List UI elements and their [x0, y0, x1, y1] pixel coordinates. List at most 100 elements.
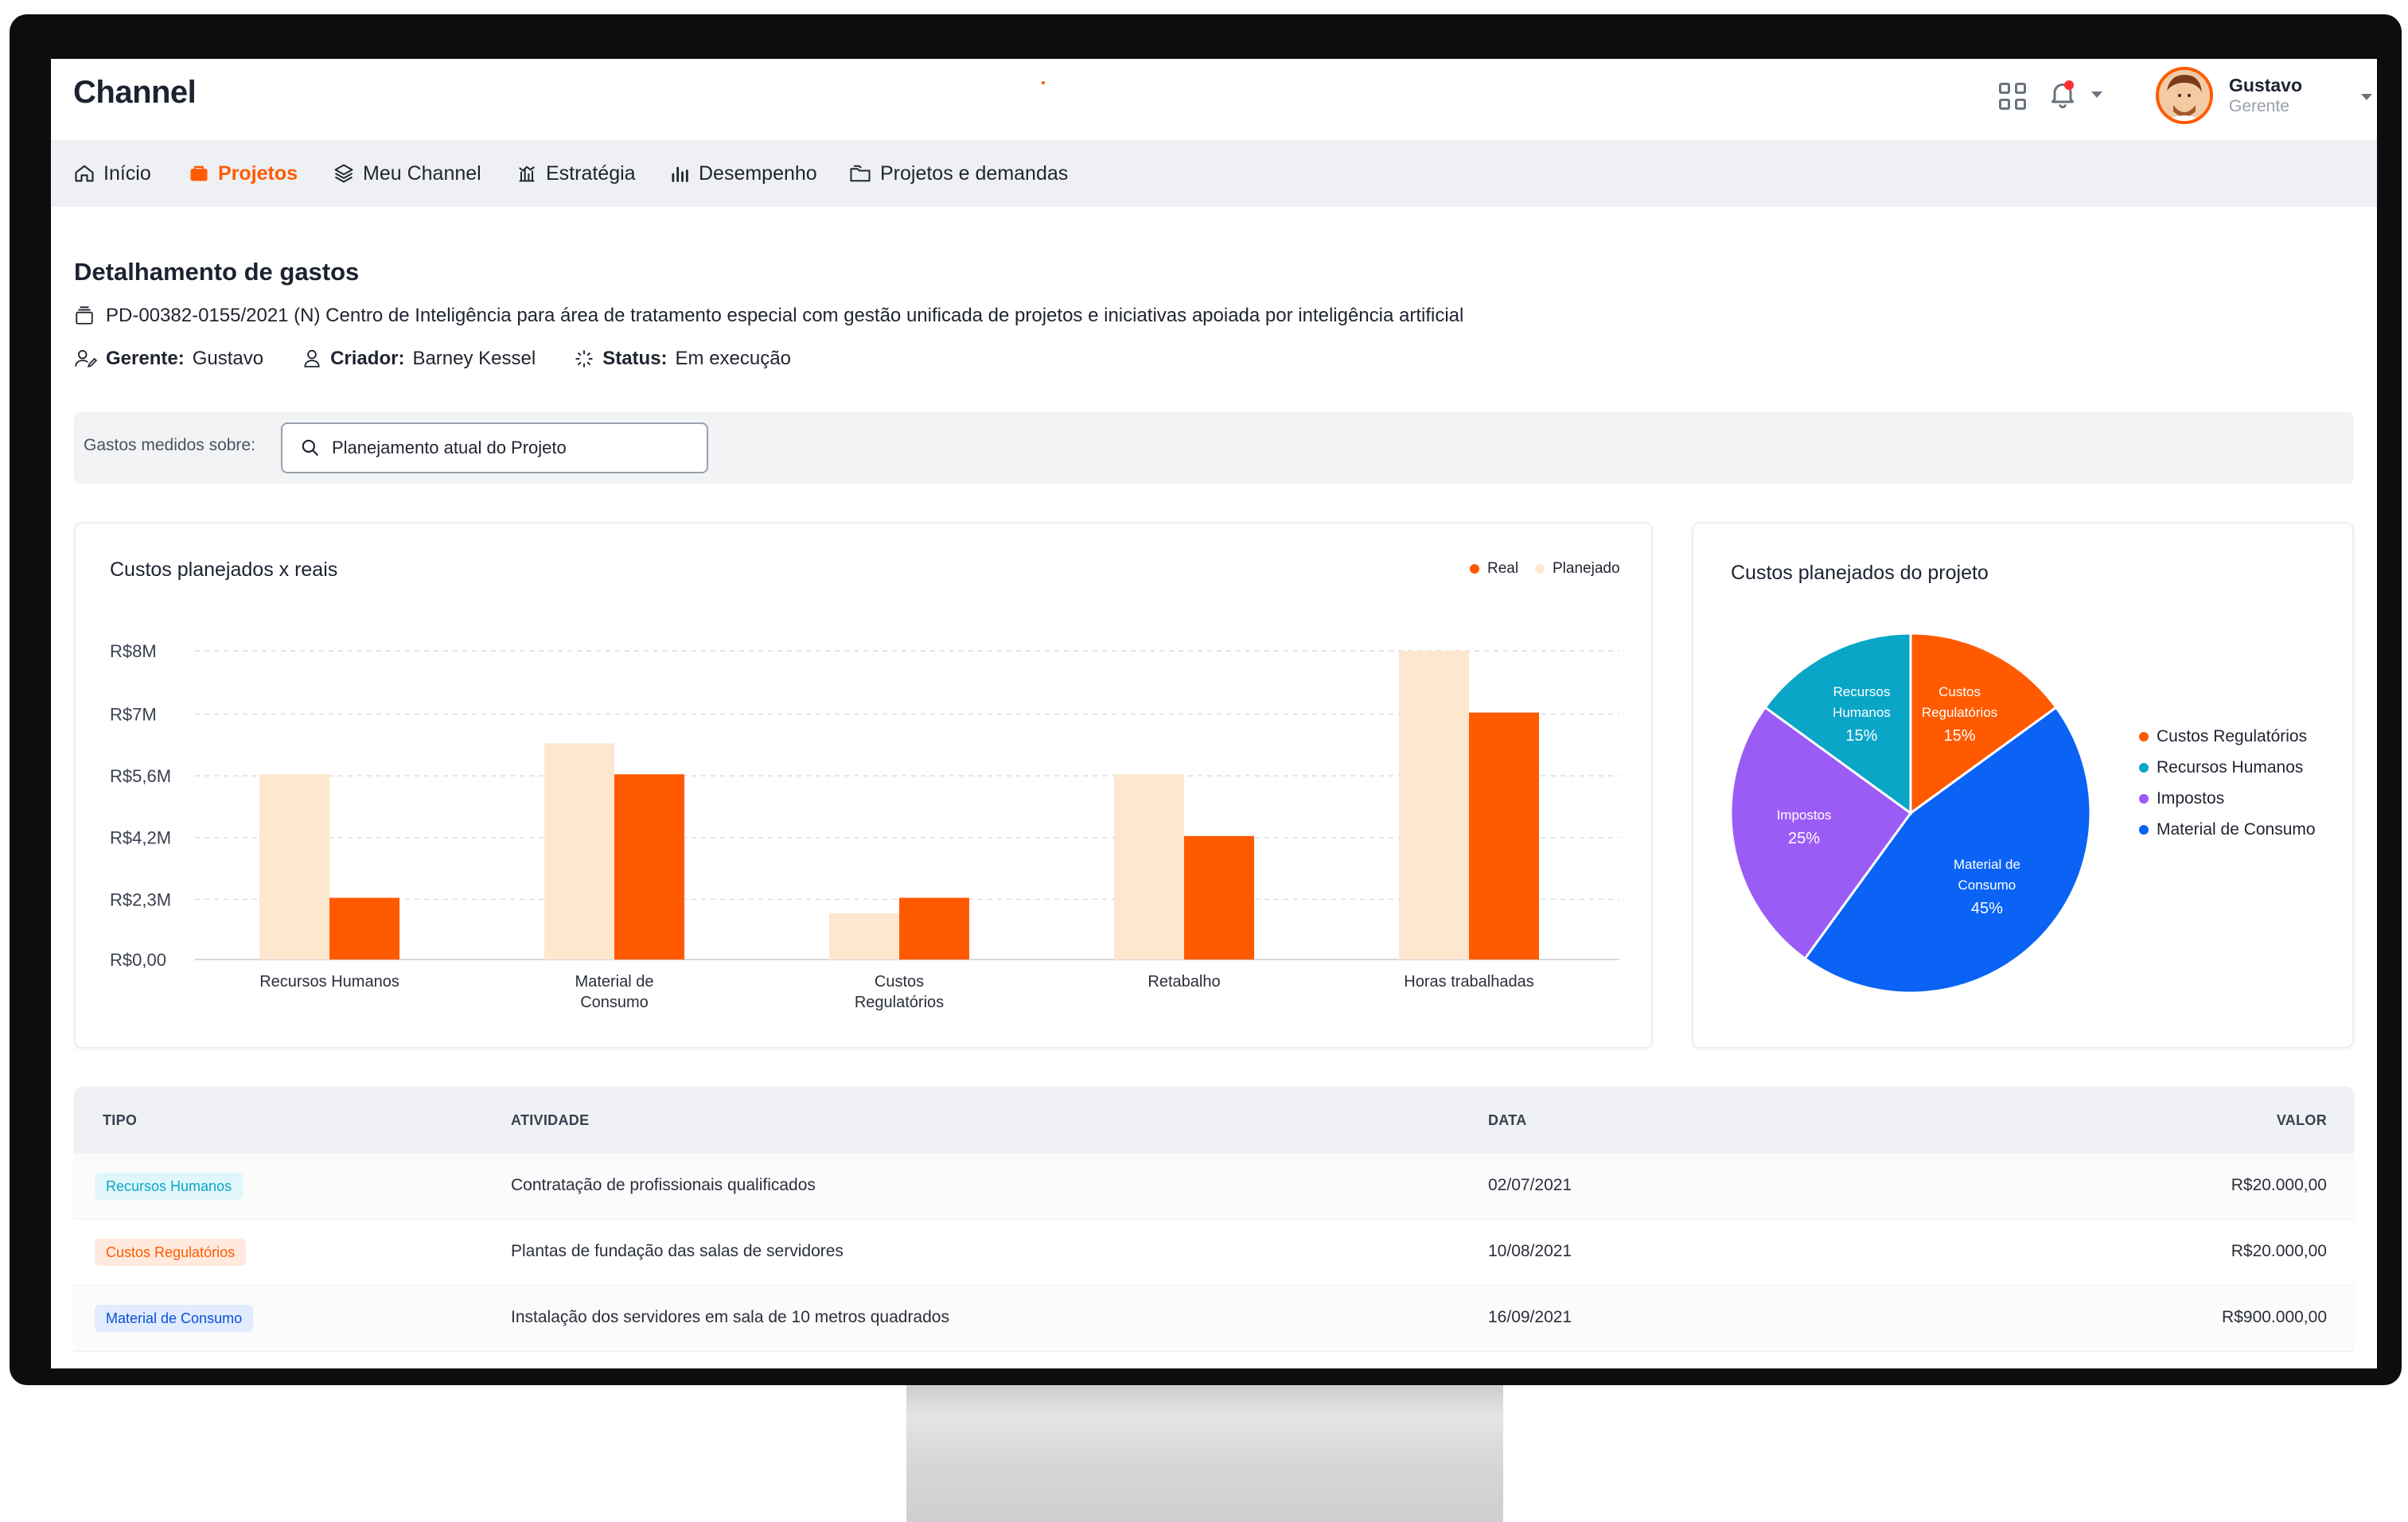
- x-tick-label: Custos: [875, 973, 924, 991]
- legend-label: Impostos: [2157, 789, 2225, 808]
- nav-item-inicio[interactable]: Início: [73, 140, 151, 207]
- slice-percent-label: 45%: [1971, 900, 2003, 917]
- app-screen: Channel: [51, 59, 2377, 1368]
- brand-logo[interactable]: Channel: [73, 75, 197, 110]
- bar-real[interactable]: [614, 774, 684, 960]
- slice-percent-label: 15%: [1944, 727, 1976, 745]
- accent-dot: [1042, 81, 1045, 84]
- pie-slice[interactable]: [1803, 706, 2091, 995]
- user-name: Gustavo: [2229, 75, 2303, 95]
- bar-planejado[interactable]: [1114, 774, 1184, 960]
- bar-chart-icon: [672, 166, 688, 182]
- x-tick-label: Material de: [575, 973, 654, 991]
- y-tick-label: R$4,2M: [110, 828, 171, 848]
- slice-percent-label: 25%: [1788, 830, 1820, 847]
- pie-legend-item: Recursos Humanos: [2139, 758, 2303, 777]
- chevron-down-icon[interactable]: [2091, 91, 2102, 98]
- project-line: PD-00382-0155/2021 (N) Centro de Intelig…: [74, 302, 1463, 329]
- cell-atividade: Instalação dos servidores em sala de 10 …: [511, 1308, 949, 1326]
- cell-data: 02/07/2021: [1488, 1176, 1572, 1194]
- cell-valor: R$20.000,00: [2231, 1176, 2327, 1194]
- y-tick-label: R$0,00: [110, 950, 166, 970]
- bar-planejado[interactable]: [544, 743, 614, 960]
- user-menu[interactable]: Gustavo Gerente: [2156, 64, 2372, 126]
- y-tick-label: R$2,3M: [110, 889, 171, 909]
- bar-chart-title: Custos planejados x reais: [110, 559, 338, 581]
- filter-select[interactable]: Planejamento atual do Projeto: [281, 422, 708, 473]
- manager-value: Gustavo: [192, 348, 264, 369]
- briefcase-icon: [190, 165, 208, 181]
- nav-item-desempenho[interactable]: Desempenho: [668, 140, 817, 207]
- table-row[interactable]: Custos Regulatórios Plantas de fundação d…: [74, 1220, 2354, 1286]
- cell-atividade: Contratação de profissionais qualificado…: [511, 1176, 816, 1194]
- bar-planejado[interactable]: [259, 774, 329, 960]
- col-tipo[interactable]: TIPO: [103, 1112, 138, 1128]
- col-valor[interactable]: VALOR: [2276, 1112, 2327, 1128]
- bar-real[interactable]: [329, 897, 399, 960]
- nav-item-estrategia[interactable]: Estratégia: [516, 140, 636, 207]
- cell-data: 16/09/2021: [1488, 1308, 1572, 1326]
- legend-dot: [1470, 564, 1479, 574]
- cell-valor: R$900.000,00: [2222, 1308, 2327, 1326]
- pie-legend-item: Impostos: [2139, 789, 2224, 808]
- pie-slice[interactable]: [1729, 706, 1913, 960]
- legend-label: Real: [1487, 560, 1519, 577]
- pie-legend-item: Custos Regulatórios: [2139, 727, 2307, 746]
- bar-real[interactable]: [1469, 712, 1539, 960]
- top-bar: Channel: [51, 59, 2377, 140]
- x-tick-label: Consumo: [580, 994, 649, 1011]
- table-row[interactable]: Recursos Humanos Contratação de profissio…: [74, 1154, 2354, 1220]
- apps-grid-icon[interactable]: [1997, 81, 2028, 111]
- nav-item-projetos-demandas[interactable]: Projetos e demandas: [848, 140, 1068, 207]
- col-atividade[interactable]: ATIVIDADE: [511, 1112, 590, 1128]
- slice-label: Impostos: [1777, 808, 1832, 823]
- nav-item-meu-channel[interactable]: Meu Channel: [333, 140, 481, 207]
- nav-label: Projetos: [218, 162, 298, 185]
- bar-planejado[interactable]: [1399, 651, 1469, 960]
- nav-label: Meu Channel: [363, 162, 481, 185]
- user-icon: [304, 349, 320, 368]
- notifications-button[interactable]: [2047, 78, 2110, 115]
- legend-label: Planejado: [1553, 560, 1620, 577]
- pie-slice[interactable]: [1763, 632, 1912, 815]
- search-icon: [302, 439, 318, 456]
- bar-planejado[interactable]: [829, 913, 899, 960]
- nav-item-projetos[interactable]: Projetos: [188, 140, 298, 207]
- legend-dot: [2139, 825, 2149, 835]
- table-row[interactable]: Material de Consumo Instalação dos servid…: [74, 1286, 2354, 1352]
- layers-icon: [334, 164, 353, 183]
- loading-icon: [575, 350, 593, 368]
- avatar[interactable]: [2156, 67, 2213, 124]
- legend-label: Recursos Humanos: [2157, 758, 2304, 777]
- status-label: Status:: [602, 348, 668, 369]
- nav-label: Projetos e demandas: [880, 162, 1069, 185]
- page-title: Detalhamento de gastos: [74, 258, 360, 286]
- col-data[interactable]: DATA: [1488, 1112, 1527, 1128]
- slice-label: Recursos: [1833, 684, 1891, 699]
- monitor-bezel: Channel: [10, 14, 2402, 1385]
- slice-label: Custos: [1938, 684, 1981, 699]
- legend-label: Custos Regulatórios: [2157, 727, 2308, 745]
- user-edit-icon: [75, 349, 98, 368]
- folders-icon: [850, 165, 871, 182]
- y-tick-label: R$8M: [110, 641, 157, 661]
- x-tick-label: Regulatórios: [855, 994, 944, 1011]
- user-role: Gerente: [2229, 97, 2289, 115]
- legend-dot: [1535, 564, 1545, 574]
- slice-percent-label: 15%: [1845, 727, 1877, 745]
- pie-slice[interactable]: [1909, 632, 2058, 815]
- creator-value: Barney Kessel: [412, 348, 536, 369]
- pie-legend-item: Material de Consumo: [2139, 820, 2316, 839]
- slice-label: Material de: [1954, 857, 2020, 872]
- bar-real[interactable]: [899, 897, 969, 960]
- chevron-down-icon[interactable]: [2361, 94, 2372, 100]
- bar-chart-card: Custos planejados x reais Real Planejado…: [74, 522, 1653, 1049]
- type-badge: Recursos Humanos: [95, 1173, 244, 1200]
- nav-label: Desempenho: [699, 162, 817, 185]
- y-tick-label: R$7M: [110, 705, 157, 725]
- status-value: Em execução: [675, 348, 791, 369]
- bar-real[interactable]: [1184, 835, 1254, 960]
- cell-data: 10/08/2021: [1488, 1242, 1572, 1260]
- type-badge: Custos Regulatórios: [95, 1239, 247, 1266]
- slice-label: Humanos: [1833, 705, 1891, 720]
